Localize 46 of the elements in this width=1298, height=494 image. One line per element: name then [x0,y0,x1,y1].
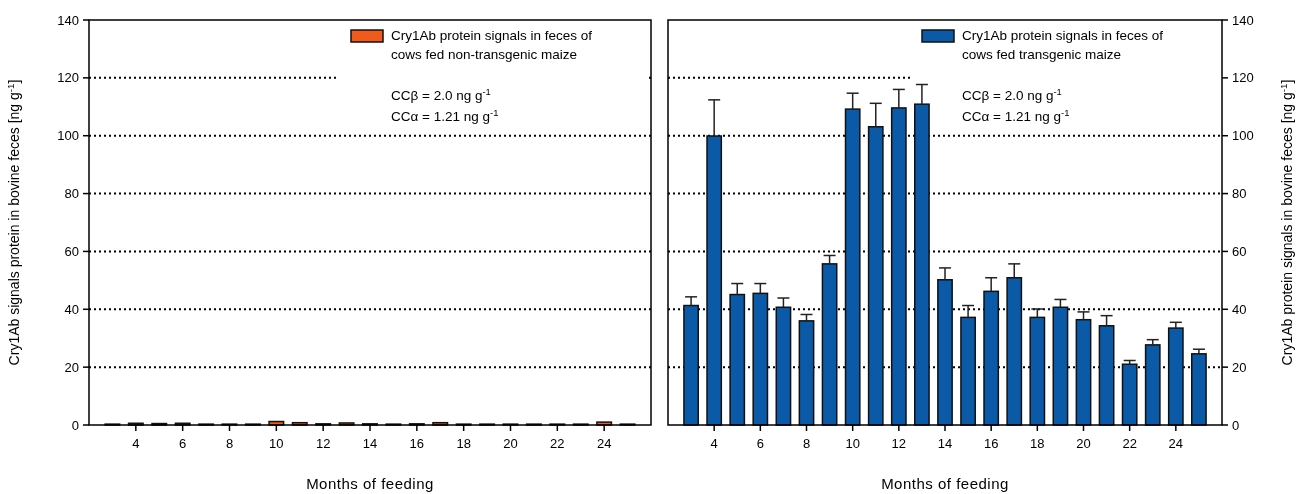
x-tick-label: 12 [315,436,331,451]
legend-label: Cry1Ab protein signals in feces of cows fed transgenic maize [962,28,1164,62]
legend-label: Cry1Ab protein signals in feces of cows fed non-transgenic maize [391,28,593,62]
x-tick-label: 18 [1030,436,1045,451]
y2-tick-label: 140 [1232,12,1254,28]
y-tick-label: 100 [57,128,79,144]
x-tick-label: 10 [269,436,284,451]
x-tick-label: 16 [983,436,999,451]
y-tick-label: 80 [64,186,79,202]
y-tick-label: 20 [64,359,79,375]
x-tick-label: 14 [362,436,378,451]
y2-tick-label: 80 [1232,186,1247,202]
x-tick-label: 4 [132,436,140,451]
x-tick-label: 8 [802,436,811,451]
x-tick-label: 8 [225,436,234,451]
x-tick-label: 22 [550,436,565,451]
annotation: CCα = 1.21 ng g$^{-1}$ [391,106,499,124]
x-tick-label: 24 [596,436,612,451]
x-tick-label: 16 [409,436,425,451]
y2-tick-label: 120 [1232,70,1254,86]
x-tick-label: 24 [1168,436,1184,451]
annotation: CCα = 1.21 ng g$^{-1}$ [962,106,1070,124]
y2-tick-label: 60 [1232,243,1247,259]
y2-tick-label: 40 [1232,301,1247,317]
y-tick-label: 140 [57,12,79,28]
y2-tick-label: 0 [1232,417,1240,433]
x-axis-title: Months of feeding [881,475,1009,492]
x-tick-label: 4 [710,436,718,451]
x-tick-label: 22 [1122,436,1137,451]
x-tick-label: 12 [891,436,907,451]
annotation: CCβ = 2.0 ng g$^{-1}$ [391,85,491,103]
x-tick-label: 6 [179,436,187,451]
y-tick-label: 0 [71,417,79,433]
y-tick-label: 120 [57,70,79,86]
x-tick-label: 20 [1076,436,1091,451]
y-tick-label: 60 [64,243,79,259]
x-axis-title: Months of feeding [306,475,434,492]
x-tick-label: 14 [937,436,953,451]
x-tick-label: 18 [456,436,471,451]
x-tick-label: 20 [503,436,518,451]
x-tick-label: 6 [756,436,764,451]
x-tick-label: 10 [845,436,860,451]
annotation: CCβ = 2.0 ng g$^{-1}$ [962,85,1062,103]
y2-tick-label: 100 [1232,128,1254,144]
y2-tick-label: 20 [1232,359,1247,375]
y-tick-label: 40 [64,301,79,317]
